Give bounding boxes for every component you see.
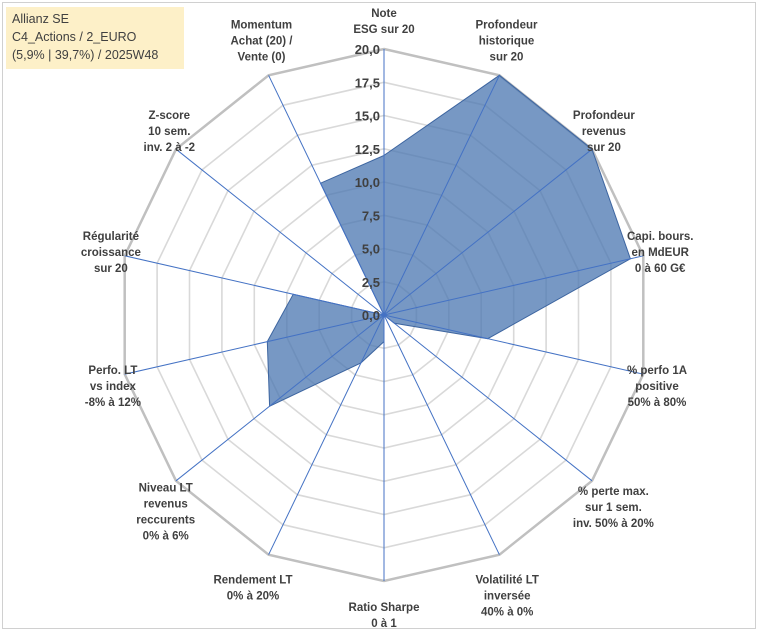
- category-label-line: inv. 50% à 20%: [573, 518, 654, 530]
- category-label-line: sur 20: [94, 263, 128, 275]
- title-stats: (5,9% | 39,7%) / 2025W48: [12, 48, 159, 62]
- category-label-line: Note: [371, 8, 397, 20]
- category-label-3: Capi. bours. en MdEUR 0 à 60 G€: [627, 231, 693, 275]
- axis-spoke-6: [383, 314, 500, 555]
- category-label-1: Profondeur historique sur 20: [476, 20, 538, 64]
- category-label-line: revenus: [582, 126, 626, 138]
- category-label-line: revenus: [144, 499, 188, 511]
- axis-spoke-11: [124, 255, 385, 316]
- category-label-line: vs index: [90, 381, 137, 393]
- category-label-13: Momentum Achat (20) / Vente (0): [231, 20, 294, 64]
- axis-spoke-12: [175, 148, 385, 316]
- category-label-line: inversée: [484, 590, 531, 602]
- axis-spoke-9: [175, 314, 385, 482]
- axis-spoke-2: [383, 148, 593, 316]
- category-labels: Note ESG sur 20 Profondeur historique sur 20…: [81, 8, 694, 630]
- category-label-8: Rendement LT 0% à 20%: [213, 574, 292, 602]
- category-label-line: % perte max.: [578, 486, 649, 498]
- category-label-line: en MdEUR: [631, 247, 689, 259]
- category-label-line: Profondeur: [476, 20, 538, 32]
- category-label-9: Niveau LT revenus reccurents 0% à 6%: [136, 483, 195, 543]
- category-label-line: sur 1 sem.: [585, 502, 642, 514]
- category-label-7: Ratio Sharpe 0 à 1: [349, 602, 420, 630]
- category-label-2: Profondeur revenus sur 20: [573, 110, 635, 154]
- category-label-0: Note ESG sur 20: [353, 8, 414, 36]
- category-label-line: Niveau LT: [139, 483, 193, 495]
- category-label-line: 0% à 6%: [143, 531, 189, 543]
- category-label-line: 0% à 20%: [227, 590, 279, 602]
- category-label-line: sur 20: [490, 52, 524, 64]
- category-label-line: Volatilité LT: [475, 574, 538, 586]
- category-label-6: Volatilité LT inversée 40% à 0%: [475, 574, 538, 618]
- tick-label: 0,0: [362, 308, 380, 323]
- category-label-line: Capi. bours.: [627, 231, 693, 243]
- axis-spoke-10: [124, 314, 385, 375]
- category-label-line: Régularité: [83, 231, 139, 243]
- tick-label: 10,0: [355, 175, 380, 190]
- axis-spoke-8: [268, 314, 385, 555]
- category-label-11: Régularité croissance sur 20: [81, 231, 141, 275]
- chart-title-box: Allianz SE C4_Actions / 2_EURO (5,9% | 3…: [6, 7, 184, 69]
- category-label-line: Momentum: [231, 20, 292, 32]
- category-label-line: inv. 2 à -2: [144, 142, 196, 154]
- tick-label: 17,5: [355, 75, 380, 90]
- tick-label: 12,5: [355, 142, 380, 157]
- category-label-12: Z-score 10 sem. inv. 2 à -2: [144, 110, 196, 154]
- axis-spoke-13: [268, 75, 385, 316]
- category-label-line: positive: [635, 381, 678, 393]
- category-label-line: historique: [479, 36, 535, 48]
- tick-label: 2,5: [362, 275, 380, 290]
- category-label-10: Perfo. LT vs index -8% à 12%: [85, 365, 141, 409]
- tick-label: 7,5: [362, 208, 380, 223]
- category-label-line: Vente (0): [238, 52, 286, 64]
- category-label-line: 40% à 0%: [481, 606, 533, 618]
- category-label-line: Achat (20) /: [231, 36, 294, 48]
- category-label-line: 10 sem.: [148, 126, 190, 138]
- category-label-line: reccurents: [136, 515, 195, 527]
- tick-label: 15,0: [355, 109, 380, 124]
- category-label-line: -8% à 12%: [85, 397, 141, 409]
- category-label-line: 0 à 60 G€: [635, 263, 686, 275]
- category-label-line: Z-score: [149, 110, 191, 122]
- tick-label: 5,0: [362, 242, 380, 257]
- category-label-line: Perfo. LT: [88, 365, 137, 377]
- axis-spoke-1: [383, 75, 500, 316]
- title-category: C4_Actions / 2_EURO: [12, 30, 137, 44]
- title-company: Allianz SE: [12, 12, 69, 26]
- category-label-4: % perfo 1A positive 50% à 80%: [627, 365, 687, 409]
- category-label-line: croissance: [81, 247, 141, 259]
- radial-tick-labels: 0,0 2,5 5,0 7,5 10,0 12,5 15,0 17,5 20,0: [355, 42, 380, 323]
- tick-label: 20,0: [355, 42, 380, 57]
- axis-spoke-3: [383, 255, 644, 316]
- axis-spoke-5: [383, 314, 593, 482]
- category-label-line: 0 à 1: [371, 618, 397, 630]
- axis-spoke-4: [383, 314, 644, 375]
- radar-spokes: [124, 49, 644, 581]
- category-label-line: Profondeur: [573, 110, 635, 122]
- category-label-line: 50% à 80%: [628, 397, 687, 409]
- category-label-line: ESG sur 20: [353, 24, 414, 36]
- category-label-5: % perte max. sur 1 sem. inv. 50% à 20%: [573, 486, 654, 530]
- category-label-line: % perfo 1A: [627, 365, 687, 377]
- category-label-line: Ratio Sharpe: [349, 602, 420, 614]
- category-label-line: sur 20: [587, 142, 621, 154]
- category-label-line: Rendement LT: [213, 574, 292, 586]
